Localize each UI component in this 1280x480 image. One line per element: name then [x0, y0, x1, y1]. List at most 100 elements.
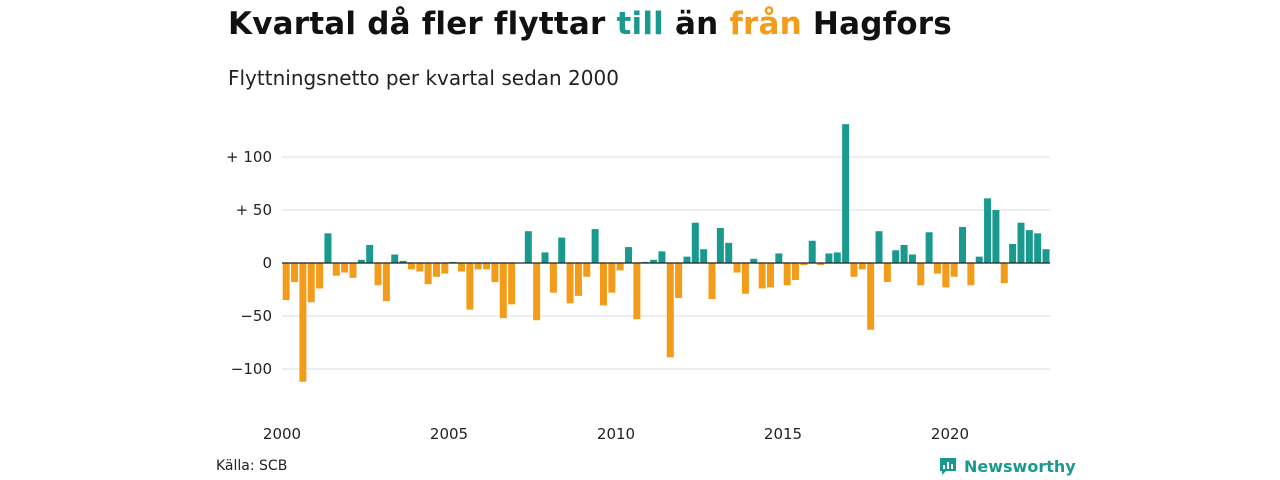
bar-negative	[316, 263, 324, 289]
bar-negative	[441, 263, 449, 274]
x-tick-label: 2000	[263, 425, 301, 443]
bar-positive	[750, 258, 758, 263]
title-till: till	[616, 6, 664, 42]
bar-positive	[650, 259, 658, 263]
bar-negative	[282, 263, 290, 301]
bar-negative	[374, 263, 382, 286]
bar-negative	[967, 263, 975, 286]
bar-negative	[950, 263, 958, 277]
bar-positive	[558, 237, 566, 263]
x-tick-label: 2020	[931, 425, 969, 443]
bar-positive	[959, 226, 967, 263]
bar-positive	[808, 240, 816, 263]
bar-negative	[566, 263, 574, 304]
title-part-3: Hagfors	[801, 6, 952, 42]
bar-positive	[1034, 233, 1042, 263]
grid-lines	[282, 156, 1050, 370]
bar-negative	[733, 263, 741, 273]
bar-negative	[458, 263, 466, 272]
chart-subtitle: Flyttningsnetto per kvartal sedan 2000	[228, 66, 619, 90]
y-tick-label: −100	[231, 360, 272, 378]
bar-positive	[825, 253, 833, 263]
bar-negative	[499, 263, 507, 319]
bar-negative	[583, 263, 591, 277]
bar-positive	[357, 259, 365, 263]
bar-negative	[741, 263, 749, 294]
bar-negative	[883, 263, 891, 283]
bar-positive	[984, 198, 992, 263]
bar-negative	[817, 263, 825, 266]
x-tick-label: 2005	[430, 425, 468, 443]
bar-positive	[683, 256, 691, 263]
source-note: Källa: SCB	[216, 458, 288, 474]
bar-positive	[324, 233, 332, 263]
bar-positive	[716, 228, 724, 263]
bar-negative	[291, 263, 299, 283]
bar-positive	[725, 242, 733, 263]
bar-positive	[399, 260, 407, 263]
bar-positive	[833, 252, 841, 263]
bar-positive	[775, 253, 783, 263]
bar-negative	[574, 263, 582, 296]
bar-negative	[382, 263, 390, 302]
bar-negative	[508, 263, 516, 305]
title-fran: från	[729, 6, 802, 42]
y-tick-label: −50	[240, 307, 272, 325]
bar-negative	[792, 263, 800, 280]
bar-negative	[675, 263, 683, 298]
bar-negative	[933, 263, 941, 274]
bar-negative	[307, 263, 315, 303]
bar-negative	[407, 263, 415, 270]
bar-negative	[491, 263, 499, 283]
bar-negative	[424, 263, 432, 285]
bar-positive	[992, 210, 1000, 263]
bar-negative	[533, 263, 541, 321]
x-tick-label: 2010	[597, 425, 635, 443]
bar-positive	[524, 231, 532, 263]
bar-positive	[975, 256, 983, 263]
brand-logo: Newsworthy	[938, 456, 1076, 476]
bar-negative	[332, 263, 340, 276]
bar-negative	[466, 263, 474, 310]
y-tick-label: + 100	[226, 148, 272, 166]
bar-negative	[850, 263, 858, 277]
title-part-2: än	[663, 6, 730, 42]
newsworthy-logo-icon	[940, 458, 956, 475]
bar-negative	[708, 263, 716, 300]
bar-positive	[658, 251, 666, 263]
bar-positive	[591, 229, 599, 263]
chart-title: Kvartal då fler flyttar till än från Hag…	[228, 6, 952, 42]
bar-negative	[783, 263, 791, 286]
bar-negative	[1000, 263, 1008, 284]
bar-negative	[858, 263, 866, 270]
bar-negative	[432, 263, 440, 277]
y-tick-label: 0	[262, 254, 272, 272]
bar-positive	[1025, 230, 1033, 263]
bar-positive	[1017, 222, 1025, 263]
bar-positive	[908, 254, 916, 263]
bar-positive	[541, 252, 549, 263]
bar-negative	[349, 263, 357, 278]
bar-negative	[666, 263, 674, 358]
bar-positive	[1009, 243, 1017, 263]
bar-positive	[700, 249, 708, 263]
bar-positive	[391, 254, 399, 263]
bar-positive	[366, 244, 374, 263]
bar-negative	[758, 263, 766, 289]
bar-negative	[341, 263, 349, 273]
x-axis-ticks: 2000 2005 2010 2015 2020	[263, 425, 969, 443]
title-part-1: Kvartal då fler flyttar	[228, 6, 617, 42]
bar-negative	[483, 263, 491, 270]
y-tick-label: + 50	[236, 201, 272, 219]
bar-negative	[942, 263, 950, 288]
bar-negative	[599, 263, 607, 306]
bar-negative	[917, 263, 925, 286]
bars	[282, 124, 1050, 382]
x-tick-label: 2015	[764, 425, 802, 443]
bar-negative	[867, 263, 875, 330]
bar-negative	[549, 263, 557, 293]
bar-positive	[900, 244, 908, 263]
bar-positive	[892, 250, 900, 263]
bar-negative	[416, 263, 424, 272]
bar-chart: + 100 + 50 0 −50 −100 2000 2005 2010 2015 2020	[226, 124, 1050, 443]
